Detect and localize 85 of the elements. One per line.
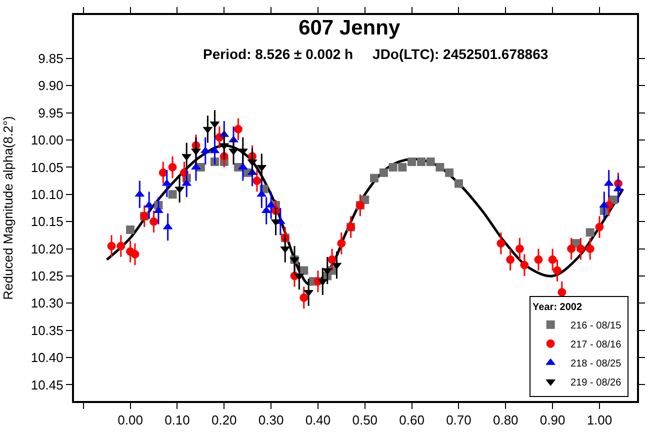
point	[567, 244, 576, 254]
point	[304, 290, 314, 297]
point	[436, 162, 444, 172]
point	[238, 162, 248, 170]
point	[379, 168, 388, 177]
point	[337, 239, 346, 248]
point	[445, 168, 454, 177]
y-tick-label: 10.30	[30, 296, 64, 311]
legend-label: 219 - 08/26	[570, 378, 622, 389]
point	[191, 162, 201, 170]
point	[116, 242, 126, 250]
point	[576, 244, 585, 254]
point	[238, 148, 248, 156]
point	[534, 255, 543, 264]
y-tick-label: 10.05	[30, 160, 64, 175]
point	[219, 143, 229, 150]
point	[266, 201, 276, 208]
x-tick-label: 0.00	[118, 412, 143, 428]
y-tick-label: 9.90	[38, 78, 64, 94]
point	[144, 201, 154, 208]
point	[300, 293, 308, 302]
chart-title: 607 Jenny	[298, 16, 400, 40]
point	[300, 266, 308, 275]
point	[150, 217, 158, 226]
y-axis-title: Reduced Magnitude alpha(8.2°)	[0, 116, 16, 300]
point	[182, 154, 192, 161]
point	[426, 158, 435, 166]
x-tick-label: 0.90	[540, 412, 566, 428]
x-tick-label: 0.40	[305, 412, 331, 428]
point	[454, 179, 463, 188]
point	[234, 124, 242, 134]
x-tick-label: 1.00	[586, 412, 612, 428]
point	[416, 158, 426, 166]
y-tick-label: 10.25	[30, 268, 64, 284]
point	[168, 190, 177, 199]
point	[182, 179, 192, 186]
y-tick-label: 10.15	[30, 214, 64, 230]
point	[388, 162, 398, 172]
point	[168, 162, 177, 172]
point	[595, 222, 604, 232]
point	[200, 146, 210, 154]
point	[162, 179, 172, 186]
point	[515, 244, 524, 254]
point	[586, 228, 594, 237]
point	[280, 246, 290, 254]
y-tick-label: 10.40	[30, 350, 64, 366]
point	[398, 162, 407, 172]
point	[558, 288, 566, 297]
point	[130, 250, 140, 258]
x-tick-label: 0.70	[446, 412, 472, 428]
point	[370, 174, 379, 182]
x-tick-label: 0.50	[352, 412, 378, 428]
point	[328, 255, 336, 264]
y-tick-label: 10.00	[30, 132, 64, 148]
point	[586, 244, 594, 254]
point	[126, 226, 135, 234]
point	[228, 148, 238, 156]
point	[107, 242, 116, 250]
point	[408, 158, 416, 166]
point	[548, 255, 557, 264]
point	[506, 255, 515, 264]
x-tick-label: 0.20	[211, 412, 237, 428]
point	[174, 186, 184, 194]
x-tick-label: 0.80	[492, 412, 518, 428]
point	[154, 206, 164, 213]
legend-label: 217 - 08/16	[570, 340, 622, 351]
text: Period: 8.526 ± 0.002 h JDo(LTC): 2452501.678863	[203, 46, 548, 62]
y-tick-label: 9.95	[38, 105, 64, 120]
x-tick-label: 0.60	[399, 412, 424, 428]
y-tick-label: 10.10	[30, 186, 64, 202]
y-tick-label: 9.85	[38, 51, 64, 66]
y-tick-label: 10.20	[30, 241, 64, 256]
point	[520, 260, 529, 270]
x-tick-label: 0.30	[258, 412, 284, 428]
point	[252, 176, 262, 186]
point	[496, 239, 506, 248]
point	[158, 168, 168, 177]
y-tick-label: 10.45	[30, 377, 64, 392]
x-tick-label: 0.10	[164, 412, 190, 428]
point	[552, 266, 562, 275]
legend-title: Year: 2002	[532, 302, 582, 314]
point	[191, 148, 201, 156]
y-tick-label: 10.35	[30, 322, 64, 338]
legend-label: 218 - 08/25	[570, 358, 622, 370]
legend-label: 216 - 08/15	[570, 320, 622, 332]
